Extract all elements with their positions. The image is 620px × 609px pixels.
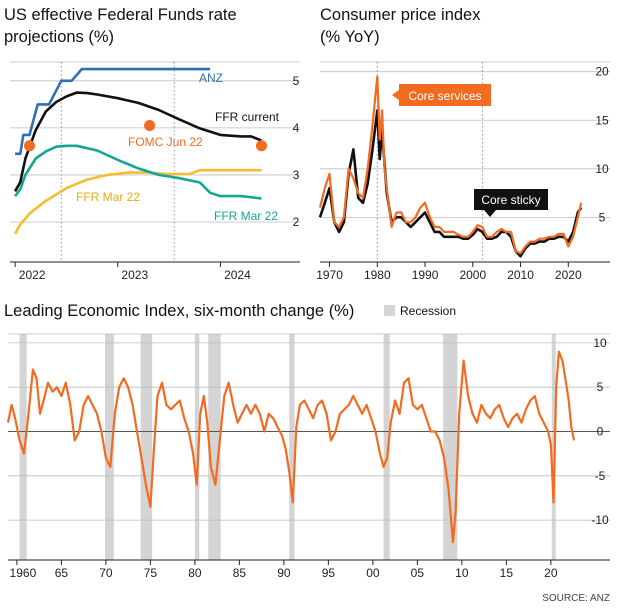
lei-y-tick-label: 10 — [593, 336, 607, 350]
cpi-x-tick-label: 2000 — [459, 268, 486, 282]
label-core-services: Core services — [408, 89, 481, 103]
lei-x-tick-label: 1960 — [10, 566, 37, 580]
ffr-title-line-1: US effective Federal Funds rate — [4, 6, 237, 24]
cpi-x-tick-label: 2010 — [507, 268, 534, 282]
cpi-title-line-1: Consumer price index — [320, 6, 481, 24]
cpi-x-tick-label: 2020 — [555, 268, 582, 282]
recession-band — [289, 334, 295, 560]
ffr-x-tick-label: 2022 — [19, 268, 46, 282]
ffr-x-tick-label: 2024 — [224, 268, 251, 282]
recession-band — [19, 334, 27, 560]
recession-band — [105, 334, 114, 560]
lei-x-tick-label: 85 — [233, 566, 247, 580]
cpi-title-line-2: (% YoY) — [320, 28, 380, 46]
lei-x-tick-label: 20 — [544, 566, 558, 580]
cpi-series-core-services — [318, 75, 583, 255]
cpi-y-tick-label: 5 — [599, 210, 606, 224]
label-fomc-jun22: FOMC Jun 22 — [128, 135, 203, 149]
recession-band — [383, 334, 390, 560]
ffr-series-anz — [15, 67, 211, 156]
lei-x-tick-label: 00 — [366, 566, 380, 580]
label-anz: ANZ — [199, 71, 223, 85]
label-core-services-pointer — [392, 90, 399, 100]
cpi-x-tick-label: 1970 — [316, 268, 343, 282]
lei-y-tick-label: 0 — [597, 424, 604, 438]
lei-y-tick-label: 5 — [597, 380, 604, 394]
ffr-y-tick-label: 2 — [293, 215, 300, 229]
cpi-y-tick-label: 10 — [595, 162, 609, 176]
ffr-y-tick-label: 5 — [293, 74, 300, 88]
lei-series-line — [6, 350, 576, 544]
ffr-y-tick-label: 4 — [293, 121, 300, 135]
cpi-y-tick-label: 15 — [595, 113, 609, 127]
lei-x-tick-label: 05 — [411, 566, 425, 580]
lei-x-tick-label: 80 — [188, 566, 202, 580]
lei-y-tick-label: -5 — [595, 469, 606, 483]
ffr-title-line-2: projections (%) — [4, 28, 114, 46]
lei-x-tick-label: 65 — [55, 566, 69, 580]
fomc-point — [255, 140, 267, 152]
ffr-panel: 2 3 4 5 2022 2023 2024 ANZ FFR current FOMC Jun 2… — [10, 61, 300, 282]
cpi-panel: 5 10 15 20 1970 1980 1990 2000 2010 2020 Core serv… — [316, 61, 610, 282]
fomc-point — [144, 120, 156, 132]
recession-band — [194, 334, 200, 560]
label-core-sticky-pointer — [484, 210, 496, 217]
recession-legend-swatch — [384, 305, 395, 316]
source-note: SOURCE: ANZ — [542, 593, 610, 604]
cpi-x-tick-label: 1990 — [412, 268, 439, 282]
fomc-point — [24, 140, 36, 152]
ffr-y-tick-label: 3 — [293, 168, 300, 182]
cpi-x-tick-label: 1980 — [364, 268, 391, 282]
lei-x-tick-label: 75 — [144, 566, 158, 580]
recession-legend-label: Recession — [400, 304, 456, 318]
recession-band — [140, 334, 153, 560]
label-ffr-current: FFR current — [215, 110, 280, 124]
lei-x-tick-label: 70 — [99, 566, 113, 580]
label-core-sticky: Core sticky — [481, 193, 540, 207]
lei-x-tick-label: 10 — [455, 566, 469, 580]
lei-y-tick-label: -10 — [591, 513, 609, 527]
recession-band — [443, 334, 458, 560]
lei-x-tick-label: 90 — [277, 566, 291, 580]
ffr-series-ffr-current — [13, 91, 262, 193]
label-ffr-mar22-yellow: FFR Mar 22 — [76, 190, 140, 204]
recession-band — [208, 334, 221, 560]
lei-x-tick-label: 15 — [500, 566, 514, 580]
ffr-x-tick-label: 2023 — [121, 268, 148, 282]
lei-x-tick-label: 95 — [322, 566, 336, 580]
ffr-series-ffr-mar22-low — [13, 168, 262, 235]
label-core-services-box — [399, 84, 491, 106]
lei-title: Leading Economic Index, six-month change… — [4, 302, 354, 320]
label-ffr-mar22-teal: FFR Mar 22 — [214, 209, 278, 223]
cpi-series-core-sticky — [318, 109, 583, 258]
label-core-sticky-box — [474, 189, 548, 210]
ffr-series-ffr-mar22-teal — [14, 144, 262, 200]
cpi-y-tick-label: 20 — [595, 65, 609, 79]
